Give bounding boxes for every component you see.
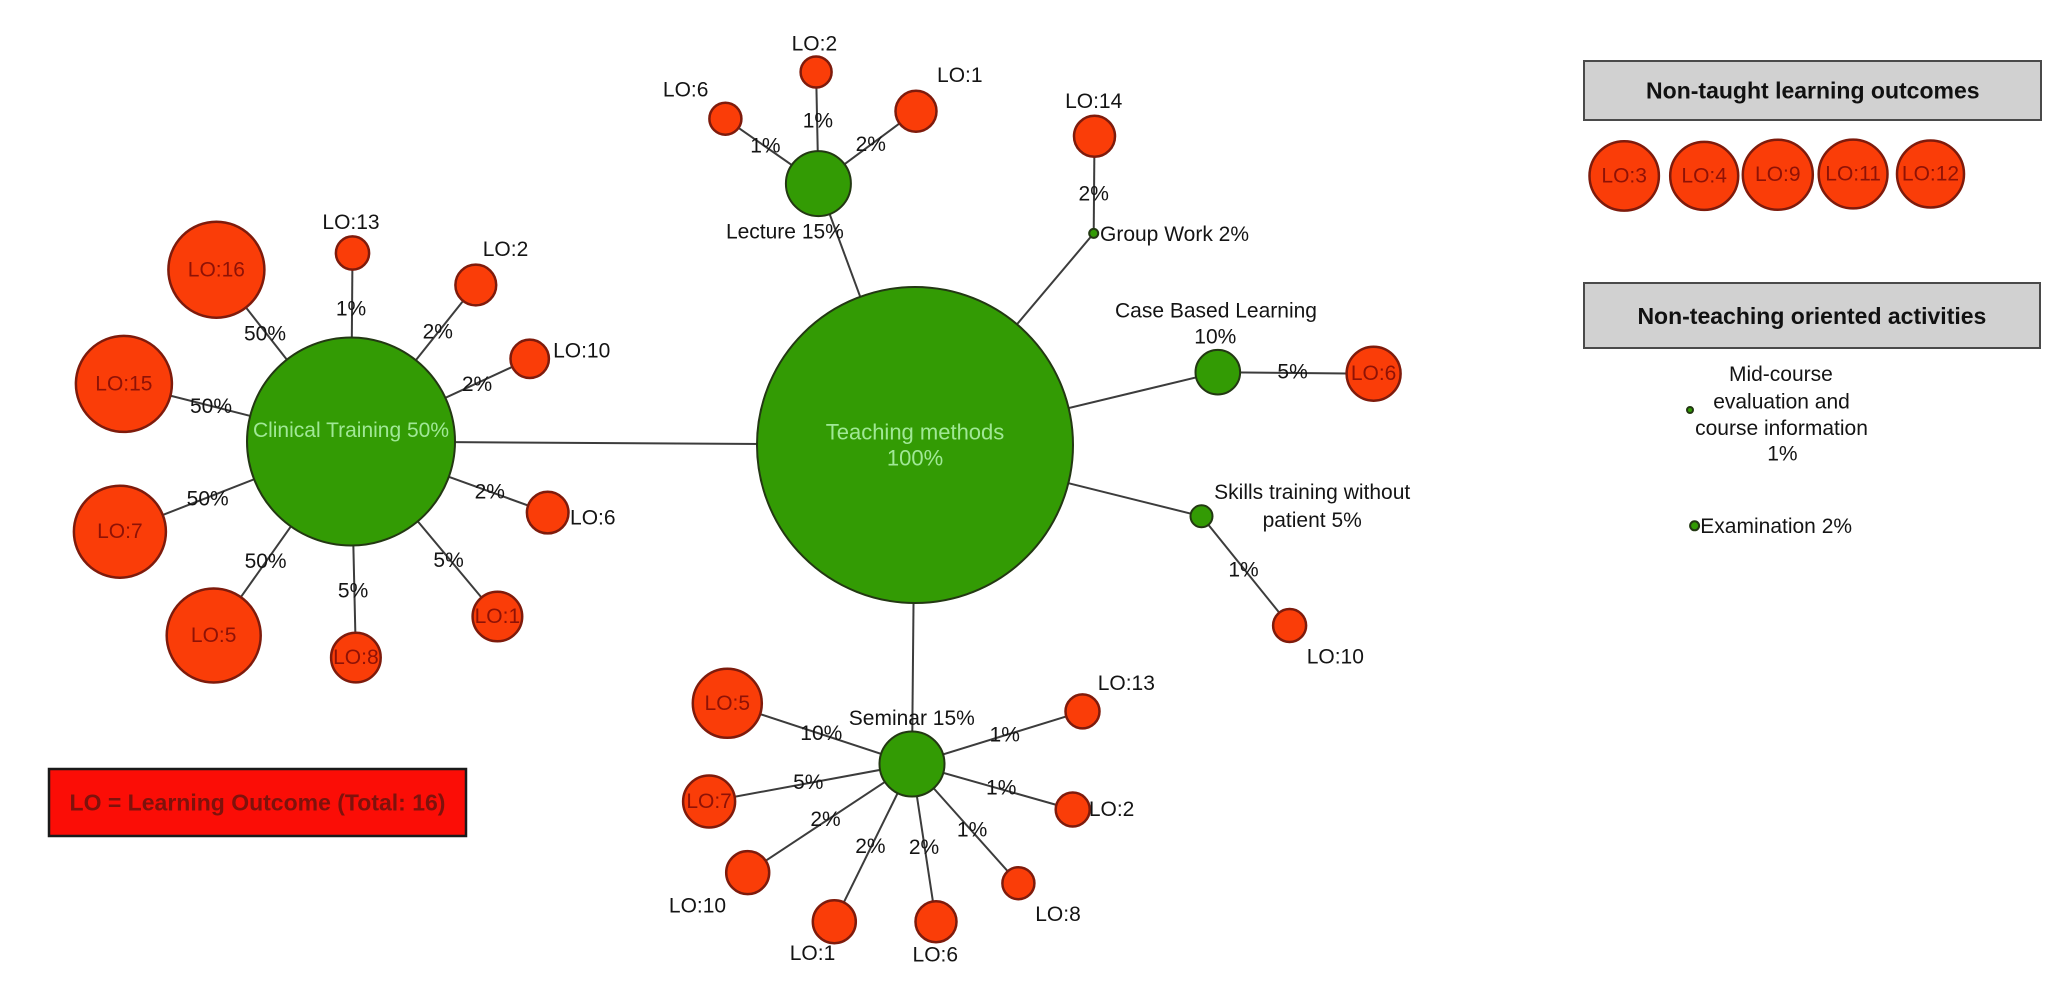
svg-text:LO:3: LO:3	[1601, 164, 1647, 187]
svg-text:1%: 1%	[750, 135, 780, 158]
svg-text:1%: 1%	[986, 776, 1016, 799]
svg-text:2%: 2%	[909, 836, 939, 859]
svg-text:LO:13: LO:13	[1098, 672, 1155, 695]
svg-text:LO:11: LO:11	[1825, 163, 1881, 186]
svg-text:Seminar 15%: Seminar 15%	[849, 707, 975, 730]
svg-text:5%: 5%	[338, 579, 368, 602]
svg-text:LO:9: LO:9	[1755, 163, 1801, 186]
svg-text:LO:8: LO:8	[333, 646, 379, 669]
svg-text:5%: 5%	[793, 771, 823, 794]
svg-text:50%: 50%	[244, 323, 286, 346]
svg-text:course information: course information	[1695, 417, 1868, 440]
svg-text:LO:12: LO:12	[1902, 163, 1959, 186]
svg-text:1%: 1%	[990, 724, 1020, 747]
svg-text:Clinical Training 50%: Clinical Training 50%	[253, 419, 449, 442]
svg-text:5%: 5%	[433, 549, 463, 572]
svg-text:1%: 1%	[336, 297, 366, 320]
svg-text:LO:2: LO:2	[792, 33, 838, 56]
svg-text:LO:1: LO:1	[475, 605, 521, 628]
svg-text:patient 5%: patient 5%	[1263, 509, 1362, 532]
svg-text:LO:16: LO:16	[188, 259, 245, 282]
svg-text:LO:13: LO:13	[322, 211, 379, 234]
svg-text:LO:7: LO:7	[686, 790, 732, 813]
svg-text:evaluation and: evaluation and	[1713, 390, 1850, 413]
svg-text:LO:8: LO:8	[1035, 903, 1081, 926]
svg-text:2%: 2%	[1079, 182, 1109, 205]
svg-text:LO:6: LO:6	[663, 79, 709, 102]
svg-text:50%: 50%	[245, 550, 287, 573]
svg-text:50%: 50%	[190, 395, 232, 418]
svg-text:Non-teaching oriented activiti: Non-teaching oriented activities	[1637, 303, 1986, 329]
svg-text:LO:6: LO:6	[913, 944, 959, 967]
svg-text:2%: 2%	[855, 835, 885, 858]
svg-text:LO:5: LO:5	[705, 692, 751, 715]
svg-text:2%: 2%	[423, 321, 453, 344]
svg-text:100%: 100%	[887, 446, 943, 471]
svg-text:LO:10: LO:10	[553, 340, 610, 363]
svg-text:LO:6: LO:6	[1351, 362, 1397, 385]
svg-text:1%: 1%	[1228, 558, 1258, 581]
svg-text:LO = Learning Outcome (Total:: LO = Learning Outcome (Total: 16)	[70, 790, 446, 816]
svg-text:LO:1: LO:1	[790, 942, 836, 965]
svg-text:2%: 2%	[810, 808, 840, 831]
svg-text:LO:10: LO:10	[1307, 645, 1364, 668]
svg-text:LO:14: LO:14	[1065, 90, 1123, 113]
svg-text:Examination 2%: Examination 2%	[1700, 515, 1852, 538]
svg-text:LO:10: LO:10	[669, 895, 726, 918]
svg-text:Mid-course: Mid-course	[1729, 363, 1833, 386]
svg-text:Group Work 2%: Group Work 2%	[1100, 223, 1249, 246]
svg-text:Case Based Learning: Case Based Learning	[1115, 300, 1317, 323]
svg-text:50%: 50%	[187, 487, 229, 510]
svg-text:1%: 1%	[1767, 443, 1797, 466]
svg-text:LO:7: LO:7	[97, 520, 143, 543]
svg-text:LO:2: LO:2	[1089, 798, 1135, 821]
svg-text:1%: 1%	[957, 818, 987, 841]
svg-text:LO:1: LO:1	[937, 64, 983, 87]
svg-text:10%: 10%	[800, 722, 842, 745]
svg-text:2%: 2%	[856, 133, 886, 156]
svg-text:Skills training without: Skills training without	[1214, 481, 1410, 504]
svg-text:LO:2: LO:2	[483, 238, 529, 261]
svg-text:Lecture 15%: Lecture 15%	[726, 220, 844, 243]
svg-text:10%: 10%	[1194, 326, 1236, 349]
svg-text:Non-taught learning outcomes: Non-taught learning outcomes	[1646, 77, 1980, 103]
svg-text:LO:6: LO:6	[570, 506, 616, 529]
svg-text:LO:4: LO:4	[1681, 164, 1727, 187]
svg-text:2%: 2%	[475, 480, 505, 503]
svg-text:1%: 1%	[803, 109, 833, 132]
svg-text:LO:5: LO:5	[191, 624, 237, 647]
svg-text:5%: 5%	[1277, 361, 1307, 384]
svg-text:2%: 2%	[462, 373, 492, 396]
svg-text:LO:15: LO:15	[95, 373, 152, 396]
svg-text:Teaching methods: Teaching methods	[826, 420, 1005, 445]
